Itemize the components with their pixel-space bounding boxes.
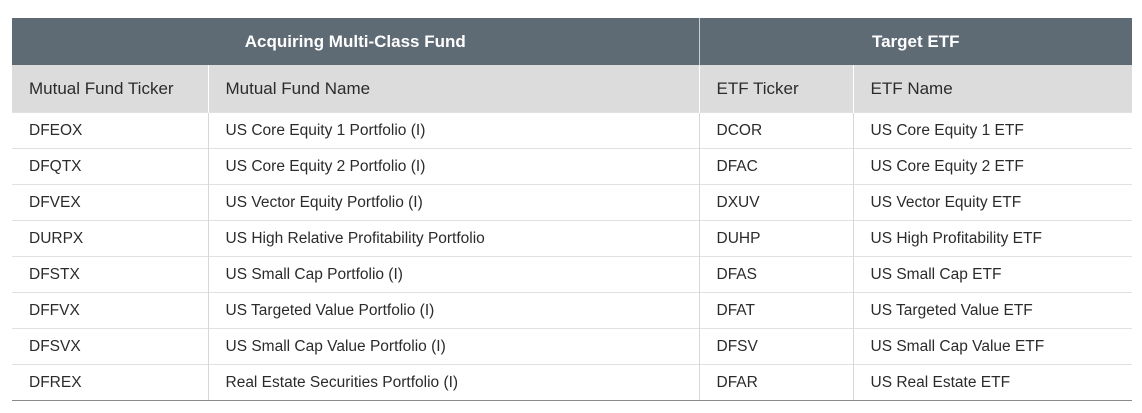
table-cell: DUHP [698, 220, 853, 257]
table-cell: DFFVX [12, 292, 208, 329]
table-cell: DFEOX [12, 112, 208, 149]
table-row: DFEOX US Core Equity 1 Portfolio (I) DCOR U… [12, 112, 1132, 149]
table-cell: US Core Equity 2 ETF [852, 148, 1132, 185]
table-body: DFEOX US Core Equity 1 Portfolio (I) DCOR U… [12, 112, 1132, 401]
table-row: DFQTX US Core Equity 2 Portfolio (I) DFAC U… [12, 148, 1132, 185]
column-header: Mutual Fund Ticker [12, 65, 208, 113]
table-cell: DFVEX [12, 184, 208, 221]
table-cell: US Vector Equity ETF [852, 184, 1132, 221]
table-cell: DCOR [698, 112, 853, 149]
table-cell: DFAS [698, 256, 853, 293]
table-cell: DFSV [698, 328, 853, 365]
table-cell: DFREX [12, 364, 208, 401]
table-cell: DFAC [698, 148, 853, 185]
fund-table: Acquiring Multi-Class Fund Target ETF Mu… [12, 18, 1132, 401]
table-cell: US High Profitability ETF [852, 220, 1132, 257]
table-cell: US Small Cap Value ETF [852, 328, 1132, 365]
group-header: Acquiring Multi-Class Fund [12, 18, 699, 65]
table-cell: DXUV [698, 184, 853, 221]
group-header: Target ETF [698, 18, 1132, 65]
table-cell: US Real Estate ETF [852, 364, 1132, 401]
group-header-row: Acquiring Multi-Class Fund Target ETF [12, 18, 1132, 65]
column-header: ETF Name [852, 65, 1132, 113]
table-cell: US High Relative Profitability Portfolio [207, 220, 699, 257]
table-cell: DFAT [698, 292, 853, 329]
table-row: DFVEX US Vector Equity Portfolio (I) DXUV U… [12, 184, 1132, 221]
table-cell: Real Estate Securities Portfolio (I) [207, 364, 699, 401]
table-cell: DURPX [12, 220, 208, 257]
table-cell: US Small Cap ETF [852, 256, 1132, 293]
column-header-row: Mutual Fund Ticker Mutual Fund Name ETF … [12, 65, 1132, 113]
table-row: DURPX US High Relative Profitability Port… [12, 220, 1132, 257]
table-cell: US Targeted Value Portfolio (I) [207, 292, 699, 329]
table-cell: DFQTX [12, 148, 208, 185]
column-header: Mutual Fund Name [207, 65, 699, 113]
table-cell: US Small Cap Portfolio (I) [207, 256, 699, 293]
table-cell: US Core Equity 1 ETF [852, 112, 1132, 149]
table-cell: DFAR [698, 364, 853, 401]
table-row: DFSTX US Small Cap Portfolio (I) DFAS US Sm… [12, 256, 1132, 293]
table-cell: DFSVX [12, 328, 208, 365]
table-cell: US Core Equity 2 Portfolio (I) [207, 148, 699, 185]
table-cell: US Core Equity 1 Portfolio (I) [207, 112, 699, 149]
table-row: DFSVX US Small Cap Value Portfolio (I) DFS… [12, 328, 1132, 365]
table-row: DFREX Real Estate Securities Portfolio (I… [12, 364, 1132, 401]
table-cell: DFSTX [12, 256, 208, 293]
table-cell: US Small Cap Value Portfolio (I) [207, 328, 699, 365]
column-header: ETF Ticker [698, 65, 853, 113]
table-row: DFFVX US Targeted Value Portfolio (I) DFAT… [12, 292, 1132, 329]
table-cell: US Vector Equity Portfolio (I) [207, 184, 699, 221]
table-cell: US Targeted Value ETF [852, 292, 1132, 329]
